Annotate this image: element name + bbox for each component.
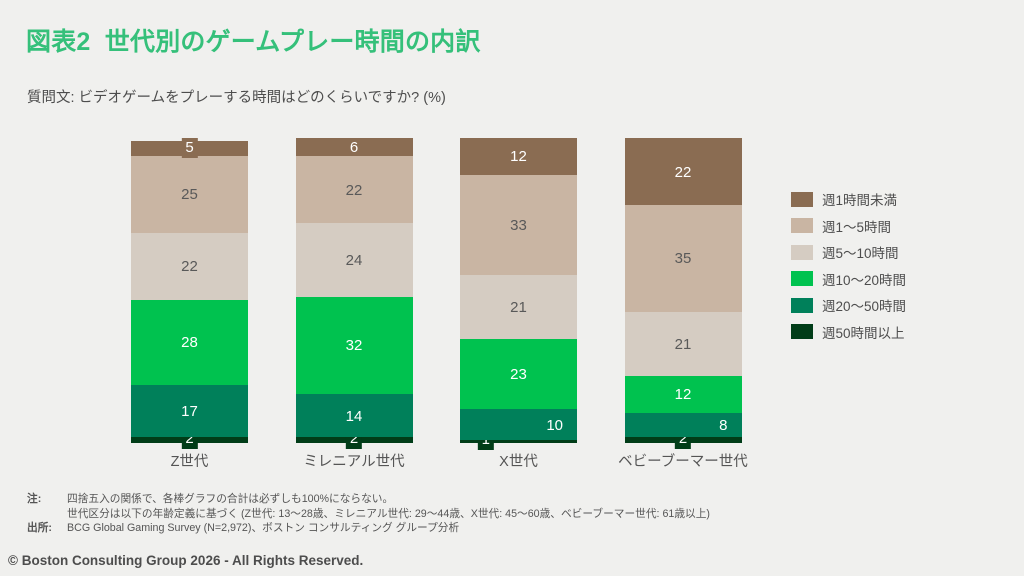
note-label: 注: xyxy=(27,493,42,505)
bar-segment[interactable] xyxy=(460,339,577,410)
bar-segment[interactable] xyxy=(131,299,248,386)
bar-segment-value: 25 xyxy=(181,186,198,204)
bar-segment-value: 28 xyxy=(181,334,198,352)
bar-segment[interactable] xyxy=(460,138,577,175)
page-title: 図表2 世代別のゲームプレー時間の内訳 xyxy=(26,28,481,56)
bar-segment[interactable] xyxy=(295,138,413,157)
legend-item-label: 週5〜10時間 xyxy=(822,246,899,262)
bar-segment-value: 33 xyxy=(510,216,527,234)
bar-segment[interactable] xyxy=(460,174,577,276)
bar-segment-value: 23 xyxy=(510,366,527,384)
bar-segment-value: 12 xyxy=(510,148,527,166)
bar-segment[interactable] xyxy=(295,296,413,395)
bar-segment[interactable] xyxy=(295,223,413,297)
bar-segment[interactable] xyxy=(295,156,413,224)
bar-segment[interactable] xyxy=(460,409,577,440)
note-line-2: 世代区分は以下の年齢定義に基づく (Z世代: 13〜28歳、ミレニアル世代: 2… xyxy=(67,507,710,520)
legend-item[interactable]: 週10〜20時間 xyxy=(791,266,906,293)
copyright-text: © Boston Consulting Group 2026 - All Rig… xyxy=(8,553,364,568)
x-axis-category-label: Z世代 xyxy=(170,454,209,470)
legend-swatch-icon xyxy=(791,218,813,234)
bar-segment[interactable] xyxy=(460,275,577,340)
bar-segment-value: 22 xyxy=(345,181,363,199)
bar-segment-value: 10 xyxy=(546,416,563,434)
bar-segment[interactable] xyxy=(624,375,742,413)
chart-legend: 週1時間未満 週1〜5時間 週5〜10時間 週10〜20時間 週20〜50時間 週50時間… xyxy=(791,186,906,345)
bar-segment[interactable] xyxy=(131,385,248,437)
legend-item[interactable]: 週5〜10時間 xyxy=(791,239,906,266)
bar-group[interactable]: 1 10 23 21 33 12 X世代 xyxy=(460,138,577,470)
bar-segment-value: 22 xyxy=(674,163,692,181)
bar-segment-value: 8 xyxy=(719,416,728,434)
bar-segment[interactable] xyxy=(624,412,742,437)
bar-segment[interactable] xyxy=(624,205,742,312)
legend-item[interactable]: 週50時間以上 xyxy=(791,319,906,346)
x-axis-category-label: ミレニアル世代 xyxy=(303,454,405,470)
x-axis-category-label: ベビーブーマー世代 xyxy=(618,454,748,470)
legend-swatch-icon xyxy=(791,297,813,313)
note-row-1: 注: 四捨五入の関係で、各棒グラフの合計は必ずしも100%にならない。 xyxy=(27,492,710,507)
stacked-bar-chart: 2 17 28 22 25 5 Z世代 2 14 32 24 22 6 ミレニアル世代 1 10 23 21 33 1… xyxy=(131,137,748,470)
source-label: 出所: xyxy=(27,522,52,535)
footnotes: 注: 四捨五入の関係で、各棒グラフの合計は必ずしも100%にならない。 世代区分… xyxy=(27,492,710,536)
legend-swatch-icon xyxy=(791,244,813,260)
legend-item-label: 週20〜50時間 xyxy=(822,299,907,315)
bar-group[interactable]: 2 14 32 24 22 6 ミレニアル世代 xyxy=(295,138,413,470)
legend-item-label: 週1時間未満 xyxy=(822,193,898,209)
bar-segment-value: 21 xyxy=(510,299,527,317)
source-value: BCG Global Gaming Survey (N=2,972)、ボストン … xyxy=(67,522,460,535)
bar-group[interactable]: 2 17 28 22 25 5 Z世代 xyxy=(131,137,248,470)
legend-item-label: 週10〜20時間 xyxy=(822,272,907,288)
legend-item-label: 週1〜5時間 xyxy=(822,219,892,235)
legend-item[interactable]: 週1〜5時間 xyxy=(791,213,906,240)
note-line-1: 四捨五入の関係で、各棒グラフの合計は必ずしも100%にならない。 xyxy=(67,493,394,505)
bar-segment[interactable] xyxy=(131,156,248,233)
bar-segment-value: 24 xyxy=(345,252,363,269)
source-row: 出所: BCG Global Gaming Survey (N=2,972)、ボ… xyxy=(27,521,710,536)
bar-segment-value: 21 xyxy=(674,335,692,353)
legend-swatch-icon xyxy=(791,271,813,287)
bar-segment[interactable] xyxy=(624,311,742,376)
bar-segment[interactable] xyxy=(295,394,413,437)
legend-item[interactable]: 週1時間未満 xyxy=(791,186,906,213)
bar-segment-value: 35 xyxy=(674,250,692,268)
bar-segment-value: 14 xyxy=(345,407,363,425)
bar-group[interactable]: 2 8 12 21 35 22 ベビーブーマー世代 xyxy=(618,138,748,470)
legend-item-label: 週50時間以上 xyxy=(822,325,905,341)
bar-segment[interactable] xyxy=(624,138,742,206)
page-subtitle: 質問文: ビデオゲームをプレーする時間はどのくらいですか? (%) xyxy=(27,90,446,106)
bar-segment-value: 6 xyxy=(349,139,359,157)
bar-segment-value: 32 xyxy=(345,337,363,355)
bar-segment-value: 12 xyxy=(674,386,692,404)
bar-segment[interactable] xyxy=(460,439,577,443)
legend-swatch-icon xyxy=(791,324,813,340)
bar-segment-value: 17 xyxy=(181,402,198,420)
legend-swatch-icon xyxy=(791,191,813,207)
bar-segment[interactable] xyxy=(131,232,248,300)
x-axis-category-label: X世代 xyxy=(499,454,538,470)
legend-item[interactable]: 週20〜50時間 xyxy=(791,292,906,319)
bar-segment-value: 22 xyxy=(181,258,198,276)
note-label-blank xyxy=(27,507,67,522)
note-row-2: 世代区分は以下の年齢定義に基づく (Z世代: 13〜28歳、ミレニアル世代: 2… xyxy=(27,507,710,522)
bar-segment-value: 5 xyxy=(181,137,198,158)
